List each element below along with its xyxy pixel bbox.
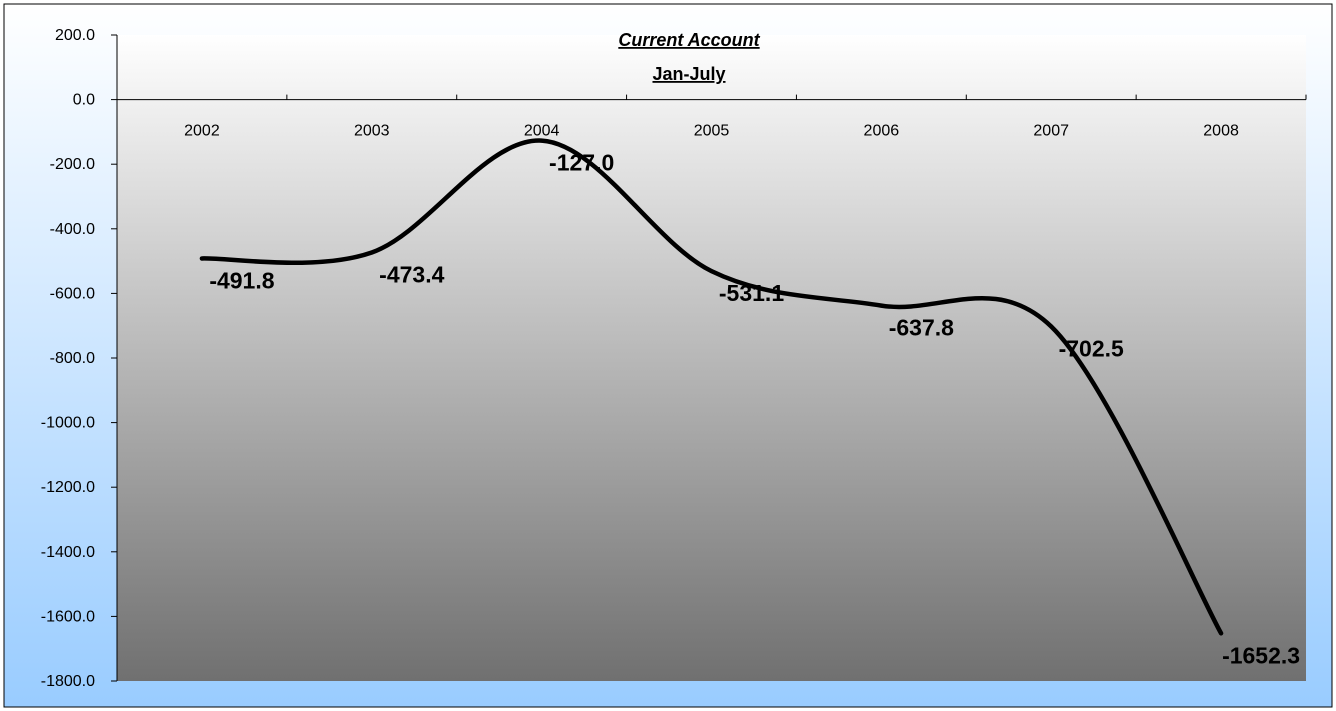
data-point	[1219, 631, 1224, 636]
chart-subtitle: Jan-July	[652, 64, 725, 84]
data-point	[199, 256, 204, 261]
chart-title: Current Account	[618, 30, 760, 50]
data-labels: -491.8 -473.4 -127.0 -531.1 -637.8 -702.5 -165…	[209, 150, 1300, 669]
y-tick-label: -1400.0	[41, 544, 95, 561]
x-category-label: 2005	[694, 123, 730, 140]
data-label: -127.0	[549, 150, 614, 176]
data-label: -531.1	[719, 280, 784, 306]
plot-area-background	[117, 35, 1306, 681]
y-tick-label: -1000.0	[41, 415, 95, 432]
y-tick-label: -1600.0	[41, 608, 95, 625]
y-tick-label: -800.0	[50, 350, 95, 367]
y-tick-label: -200.0	[50, 156, 95, 173]
data-label: -702.5	[1059, 336, 1124, 362]
x-category-label: 2003	[354, 123, 390, 140]
data-point	[369, 250, 374, 255]
x-category-label: 2006	[864, 123, 900, 140]
y-tick-label: -600.0	[50, 285, 95, 302]
data-label: -491.8	[209, 267, 274, 293]
x-category-label: 2004	[524, 123, 560, 140]
data-label: -1652.3	[1222, 642, 1300, 668]
data-point	[539, 138, 544, 143]
axes: 200.0 0.0 -200.0 -400.0 -600.0 -800.0 -1000.0 -…	[41, 27, 1307, 690]
data-label: -473.4	[379, 262, 444, 288]
y-tick-label: -400.0	[50, 221, 95, 238]
x-category-label: 2008	[1203, 123, 1239, 140]
data-point	[709, 269, 714, 274]
data-point	[879, 303, 884, 308]
y-tick-label: -1800.0	[41, 673, 95, 690]
y-tick-label: 0.0	[73, 92, 95, 109]
data-point	[1049, 324, 1054, 329]
x-category-label: 2002	[184, 123, 220, 140]
series-layer	[199, 138, 1224, 636]
data-label: -637.8	[889, 315, 954, 341]
y-tick-label: 200.0	[55, 27, 95, 44]
x-category-label: 2007	[1033, 123, 1069, 140]
y-tick-label: -1200.0	[41, 479, 95, 496]
